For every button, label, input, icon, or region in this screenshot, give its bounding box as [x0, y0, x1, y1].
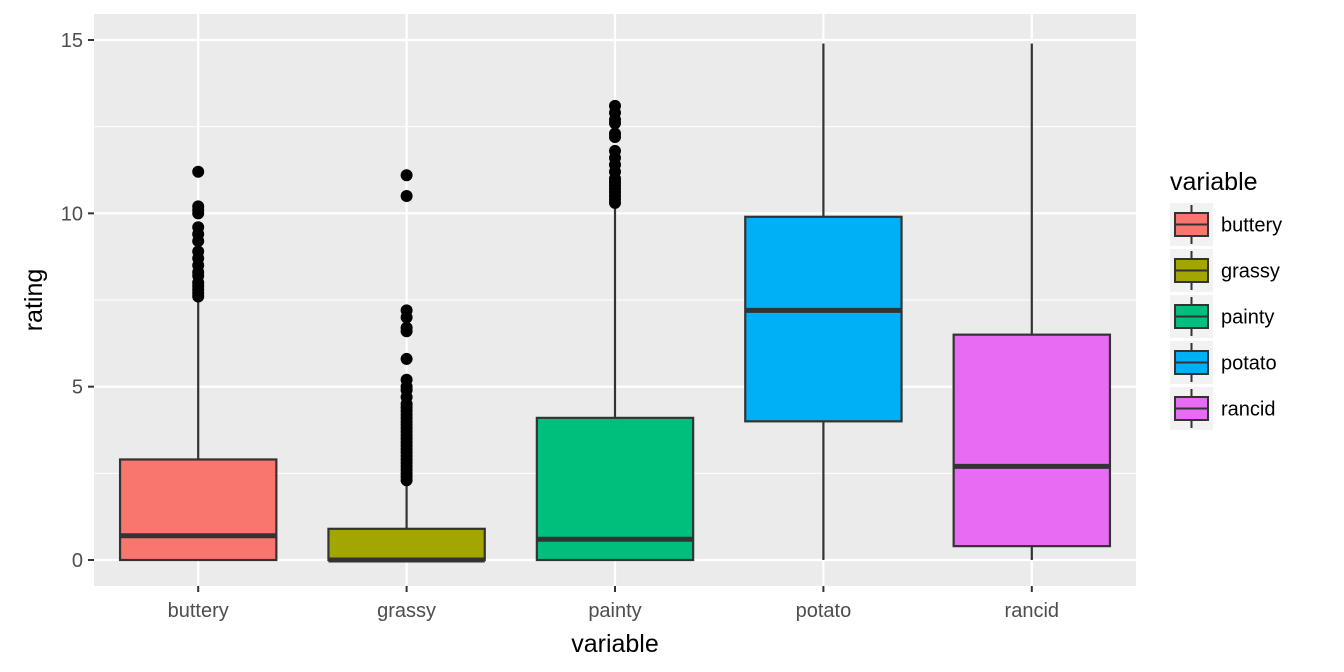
x-tick-label: rancid: [1005, 600, 1059, 622]
outlier-point: [400, 352, 413, 365]
legend: variable buttery grassy painty potato rancid: [1170, 168, 1282, 430]
y-axis: 0 5 10 15: [61, 30, 94, 572]
legend-title: variable: [1170, 168, 1258, 196]
outlier-point: [609, 99, 621, 112]
box-iqr: [952, 333, 1112, 548]
legend-label: painty: [1221, 307, 1274, 329]
outlier-point: [609, 127, 621, 140]
y-tick-label: 5: [72, 377, 83, 399]
x-tick-label: potato: [796, 600, 852, 622]
y-tick-label: 15: [61, 30, 83, 52]
outlier-point: [192, 221, 205, 234]
box-iqr: [535, 416, 695, 562]
y-axis-title: rating: [20, 269, 48, 332]
y-tick-label: 10: [61, 203, 83, 225]
box-rancid: [952, 43, 1112, 560]
outlier-point: [192, 165, 205, 178]
boxes-layer: [118, 43, 1112, 563]
box-potato: [744, 43, 903, 560]
box-iqr: [118, 458, 278, 562]
outlier-point: [400, 373, 413, 386]
outlier-point: [400, 169, 413, 182]
legend-item-painty: painty: [1170, 295, 1274, 338]
legend-label: rancid: [1221, 399, 1275, 421]
x-tick-label: buttery: [168, 600, 229, 622]
x-axis-title: variable: [571, 630, 659, 658]
outlier-point: [192, 245, 205, 258]
legend-label: buttery: [1221, 215, 1282, 237]
box-buttery: [118, 165, 278, 562]
legend-item-grassy: grassy: [1170, 249, 1280, 292]
legend-label: grassy: [1221, 261, 1280, 283]
outlier-point: [192, 200, 205, 213]
legend-item-potato: potato: [1170, 341, 1277, 384]
legend-item-rancid: rancid: [1170, 387, 1275, 430]
box-iqr: [327, 527, 486, 562]
outlier-point: [609, 144, 621, 157]
box-iqr: [744, 215, 903, 423]
x-tick-label: grassy: [377, 600, 436, 622]
outlier-point: [400, 321, 413, 334]
outlier-point: [400, 304, 413, 317]
x-axis: buttery grassy painty potato rancid: [168, 586, 1059, 622]
y-tick-label: 0: [72, 550, 83, 572]
legend-label: potato: [1221, 353, 1277, 375]
box-painty: [535, 99, 695, 562]
legend-item-buttery: buttery: [1170, 203, 1282, 246]
x-tick-label: painty: [588, 600, 641, 622]
outlier-point: [400, 190, 413, 202]
box-grassy: [327, 169, 486, 563]
